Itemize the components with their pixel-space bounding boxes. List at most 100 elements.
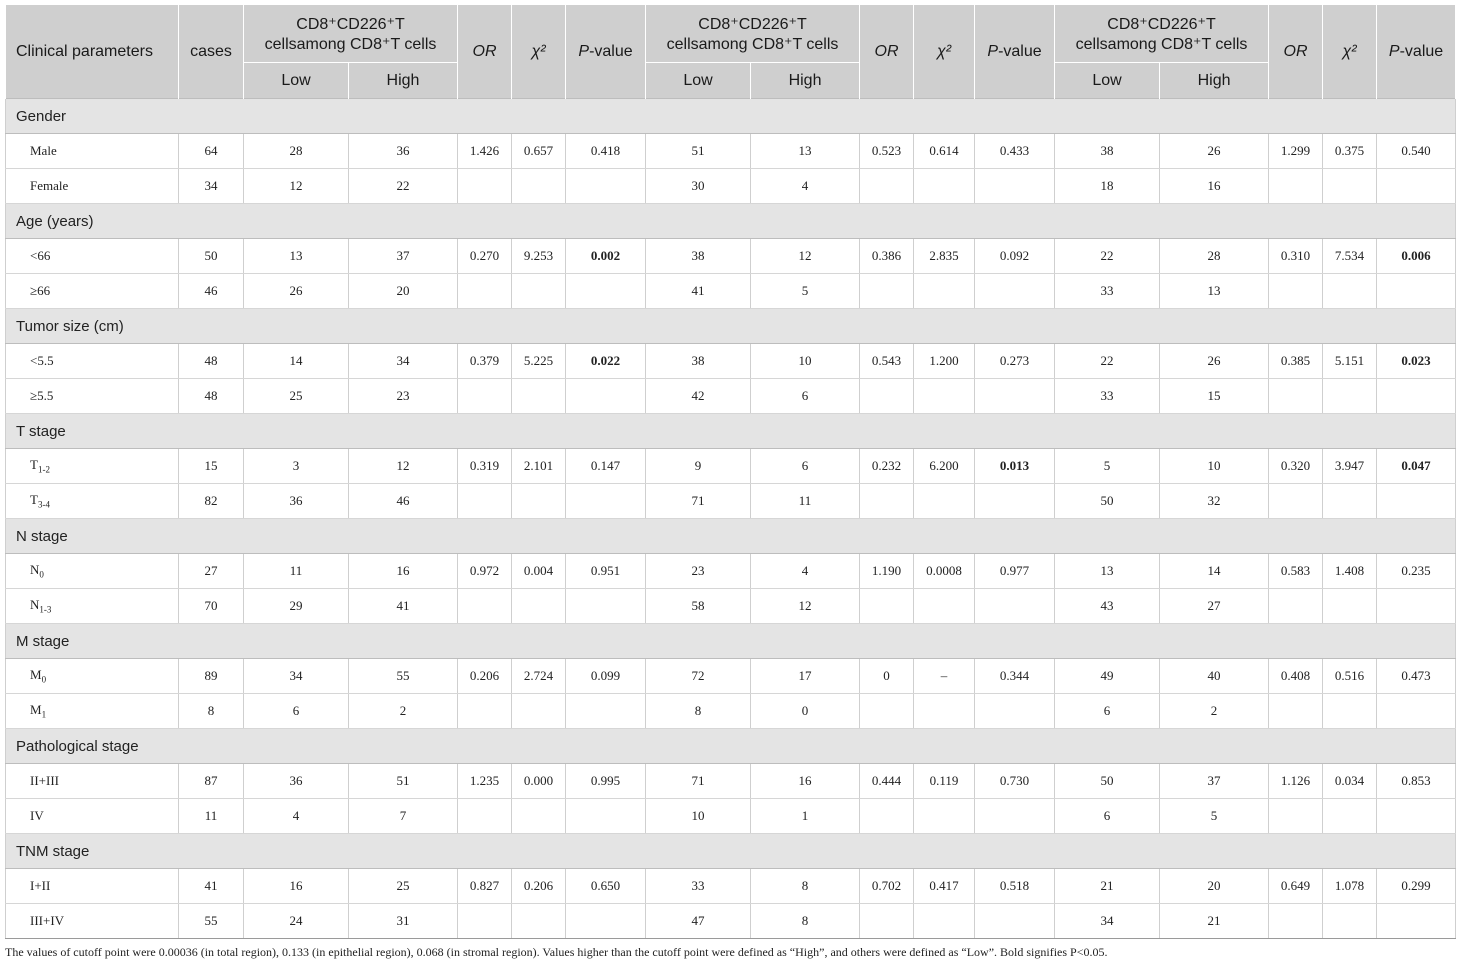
group-row: T stage bbox=[4, 413, 1457, 449]
group-row: TNM stage bbox=[4, 833, 1457, 869]
table-cell: 12 bbox=[750, 238, 861, 274]
table-cell: 10 bbox=[750, 343, 861, 379]
table-cell bbox=[457, 903, 513, 939]
table-cell: 1.299 bbox=[1268, 133, 1324, 169]
table-cell: 13 bbox=[243, 238, 349, 274]
table-row: Male 64 28 36 1.426 0.657 0.418 51 13 0.523 0.614 0… bbox=[5, 133, 1457, 169]
table-cell: 0.518 bbox=[974, 868, 1056, 904]
row-label: M1 bbox=[5, 693, 179, 729]
table-cell: 46 bbox=[178, 273, 244, 309]
table-cell: 1 bbox=[750, 798, 861, 834]
table-cell: 33 bbox=[1054, 378, 1161, 414]
table-cell: 34 bbox=[1054, 903, 1161, 939]
table-cell: 16 bbox=[750, 763, 861, 799]
table-cell: 0.206 bbox=[511, 868, 567, 904]
table-cell: 6 bbox=[750, 448, 861, 484]
table-cell: 55 bbox=[347, 658, 459, 694]
table-cell bbox=[1322, 903, 1378, 939]
header-p-value: P-value bbox=[974, 5, 1056, 99]
table-cell: 51 bbox=[347, 763, 459, 799]
table-cell: 13 bbox=[750, 133, 861, 169]
table-cell: 22 bbox=[1054, 238, 1161, 274]
table-cell bbox=[859, 273, 915, 309]
row-label: T3-4 bbox=[5, 483, 179, 519]
row-label: I+II bbox=[5, 868, 179, 904]
table-row: T3-4 82 36 46 71 11 50 32 bbox=[5, 483, 1457, 519]
table-cell bbox=[913, 168, 976, 204]
table-cell bbox=[457, 378, 513, 414]
table-cell: 82 bbox=[178, 483, 244, 519]
table-cell: 12 bbox=[243, 168, 349, 204]
table-cell: 13 bbox=[1054, 553, 1161, 589]
table-cell: 2.724 bbox=[511, 658, 567, 694]
table-cell: 25 bbox=[243, 378, 349, 414]
table-cell: 1.235 bbox=[457, 763, 513, 799]
header-or: OR bbox=[1268, 5, 1324, 99]
row-label: M0 bbox=[5, 658, 179, 694]
table-cell: 36 bbox=[243, 763, 349, 799]
table-cell bbox=[913, 693, 976, 729]
table-row: <5.5 48 14 34 0.379 5.225 0.022 38 10 0.543 1.200 0… bbox=[5, 343, 1457, 379]
table-cell: 58 bbox=[645, 588, 752, 624]
table-cell bbox=[511, 168, 567, 204]
table-cell: 27 bbox=[178, 553, 244, 589]
table-cell bbox=[859, 483, 915, 519]
group-row: Age (years) bbox=[4, 203, 1457, 239]
table-cell: 0.995 bbox=[565, 763, 647, 799]
table-cell: 26 bbox=[243, 273, 349, 309]
table-cell bbox=[1268, 378, 1324, 414]
table-cell: 6 bbox=[750, 378, 861, 414]
table-cell: 0.147 bbox=[565, 448, 647, 484]
table-cell: 40 bbox=[1159, 658, 1270, 694]
table-cell bbox=[974, 378, 1056, 414]
group-title: N stage bbox=[4, 518, 1457, 554]
table-cell bbox=[1376, 693, 1457, 729]
group-title: T stage bbox=[4, 413, 1457, 449]
table-cell: 0.516 bbox=[1322, 658, 1378, 694]
table-cell bbox=[1376, 798, 1457, 834]
table-header: Clinical parameters cases CD8⁺CD226⁺T cel… bbox=[5, 5, 1457, 99]
table-row: M1 8 6 2 8 0 6 2 bbox=[5, 693, 1457, 729]
header-or: OR bbox=[859, 5, 915, 99]
group-title: Tumor size (cm) bbox=[4, 308, 1457, 344]
table-cell: 0.022 bbox=[565, 343, 647, 379]
table-cell: 0.320 bbox=[1268, 448, 1324, 484]
group-row: Pathological stage bbox=[4, 728, 1457, 764]
table-cell bbox=[913, 273, 976, 309]
table-cell bbox=[1376, 168, 1457, 204]
table-cell: 37 bbox=[1159, 763, 1270, 799]
table-row: N1-3 70 29 41 58 12 43 27 bbox=[5, 588, 1457, 624]
table-cell bbox=[913, 588, 976, 624]
group-row: Tumor size (cm) bbox=[4, 308, 1457, 344]
table-cell: 0.013 bbox=[974, 448, 1056, 484]
table-cell bbox=[974, 798, 1056, 834]
table-cell: 8 bbox=[645, 693, 752, 729]
table-cell: 0.375 bbox=[1322, 133, 1378, 169]
table-cell: 24 bbox=[243, 903, 349, 939]
table-cell: 1.190 bbox=[859, 553, 915, 589]
table-cell: 0.614 bbox=[913, 133, 976, 169]
table-cell: 2.835 bbox=[913, 238, 976, 274]
table-cell: 41 bbox=[178, 868, 244, 904]
table-cell: 2 bbox=[1159, 693, 1270, 729]
table-cell bbox=[1268, 483, 1324, 519]
table-row: ≥66 46 26 20 41 5 33 13 bbox=[5, 273, 1457, 309]
table-cell bbox=[511, 273, 567, 309]
row-label: <66 bbox=[5, 238, 179, 274]
row-label: N1-3 bbox=[5, 588, 179, 624]
table-cell: 47 bbox=[645, 903, 752, 939]
table-cell: 0.385 bbox=[1268, 343, 1324, 379]
table-cell bbox=[565, 693, 647, 729]
table-cell: 16 bbox=[347, 553, 459, 589]
table-cell bbox=[1322, 483, 1378, 519]
table-cell: 0.827 bbox=[457, 868, 513, 904]
table-cell: 72 bbox=[645, 658, 752, 694]
table-cell bbox=[1268, 798, 1324, 834]
table-cell bbox=[913, 483, 976, 519]
table-cell: 0.119 bbox=[913, 763, 976, 799]
table-cell: 0.650 bbox=[565, 868, 647, 904]
table-row: II+III 87 36 51 1.235 0.000 0.995 71 16 0.444 0.11… bbox=[5, 763, 1457, 799]
table-cell bbox=[974, 693, 1056, 729]
table-cell: 0.0008 bbox=[913, 553, 976, 589]
clinical-parameters-table: Clinical parameters cases CD8⁺CD226⁺T cel… bbox=[4, 5, 1457, 939]
